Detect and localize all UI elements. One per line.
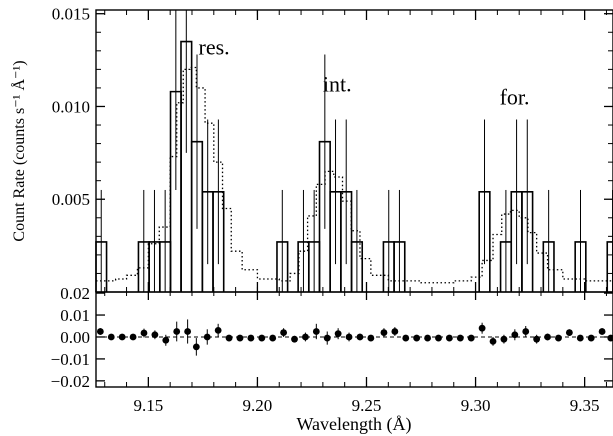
residual-point [225,334,233,342]
residual-point [129,333,137,341]
residual-point [445,334,453,342]
residual-point [184,328,192,335]
residual-point [247,334,255,342]
residual-point [107,333,115,341]
x-axis-label: Wavelength (Å) [296,414,411,435]
residual-point [367,334,375,342]
line-label: res. [199,35,230,60]
x-tick-label: 9.30 [461,396,491,415]
error-bars [100,10,613,292]
residual-point [555,334,562,342]
line-label: int. [323,72,352,97]
residual-point [345,333,353,341]
residual-point [478,324,486,332]
y-tick-label: 0.01 [60,306,90,325]
residual-point [96,328,104,335]
residual-point [544,333,551,341]
top-y-ticks: 0.005 0.010 0.015 [52,5,613,274]
line-label: for. [500,85,530,110]
residual-point [323,334,331,342]
residual-point [598,328,606,335]
x-tick-label: 9.15 [133,396,163,415]
residual-point [280,329,288,336]
residual-point [489,337,497,345]
residual-point [587,334,595,342]
data-bin [606,241,613,292]
residual-point [607,334,613,342]
residual-point [258,334,266,342]
residual-point [380,329,388,336]
y-tick-label: −0.02 [51,372,90,391]
residual-point [356,333,364,341]
x-axis-ticks: 9.15 9.20 9.25 9.30 9.35 [104,10,607,415]
residual-point [413,334,421,342]
residual-point [435,334,442,342]
x-tick-label: 9.20 [243,396,273,415]
residual-point [391,328,399,335]
x-tick-label: 9.35 [570,396,600,415]
top-panel: 0.005 0.010 0.015 res. int. for. [52,5,613,293]
residual-point [511,331,519,339]
y-tick-label: 0.00 [60,328,90,347]
y-axis-label: Count Rate (counts s⁻¹ Å⁻¹) [10,60,28,241]
bottom-panel: 0.02 0.01 0.00 −0.01 −0.02 [51,284,613,391]
data-histogram [95,40,613,292]
residual-point [140,329,148,337]
residual-point [424,334,431,342]
model-line [96,66,613,284]
residual-point [302,333,309,341]
residual-point [203,333,211,341]
residual-point [522,328,530,335]
residual-point [312,328,320,335]
residual-point [192,343,200,351]
residual-point [214,326,222,334]
residual-points [96,319,613,356]
line-annotations: res. int. for. [199,35,530,110]
bottom-y-ticks: 0.02 0.01 0.00 −0.01 −0.02 [51,284,613,391]
residual-point [456,334,464,342]
y-tick-label: 0.010 [52,97,90,116]
residual-point [151,331,159,339]
y-tick-label: 0.005 [52,190,90,209]
x-tick-label: 9.25 [352,396,382,415]
y-tick-label: 0.02 [60,284,90,303]
y-tick-label: −0.01 [51,350,90,369]
residual-point [236,334,244,342]
top-panel-frame [95,9,613,293]
residual-point [533,335,541,343]
residual-point [467,334,475,342]
residual-point [402,334,410,342]
residual-point [576,334,584,342]
bottom-panel-frame [95,291,613,388]
residual-point [500,335,508,343]
residual-point [269,334,277,342]
residual-point [118,333,126,341]
residual-point [565,329,573,336]
model-curve [96,66,613,284]
residual-point [334,330,342,338]
residual-point [291,335,298,343]
residual-point [173,328,181,335]
residual-point [162,336,170,344]
y-tick-label: 0.015 [52,5,90,24]
